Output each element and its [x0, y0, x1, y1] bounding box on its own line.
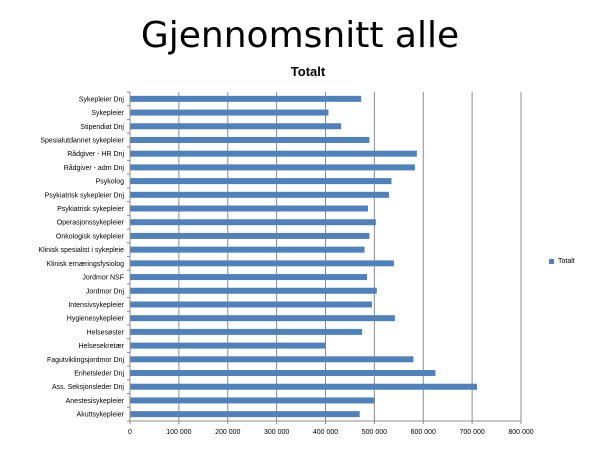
- bar: [130, 328, 363, 335]
- gridlines: [178, 92, 522, 421]
- bar: [130, 232, 370, 239]
- category-label: Psykolog: [96, 179, 125, 186]
- bar: [130, 109, 329, 116]
- x-tick-label: 100 000: [166, 429, 191, 436]
- category-label: Jordmor Dnj: [86, 288, 125, 295]
- bar: [130, 191, 390, 198]
- bar: [130, 95, 362, 102]
- x-tick-label: 500 000: [362, 429, 387, 436]
- bar: [130, 315, 395, 322]
- category-label: Ass. Seksjonsleder Dnj: [52, 384, 124, 391]
- category-label: Operasjonssykepleier: [57, 220, 125, 227]
- x-tick-label: 200 000: [215, 429, 240, 436]
- bar: [130, 370, 436, 377]
- bar: [130, 301, 372, 308]
- bar: [130, 274, 368, 281]
- category-label: Hygienesykepleier: [67, 316, 125, 323]
- bar: [130, 342, 326, 349]
- bar: [130, 287, 377, 294]
- chart-title: Totalt: [290, 64, 326, 79]
- legend-swatch: [549, 259, 554, 264]
- bar: [130, 178, 392, 185]
- category-label: Rådgiver - HR Dnj: [67, 150, 124, 158]
- category-label: Stipendiat Dnj: [80, 124, 124, 131]
- category-labels: Sykepleier Dnj Sykepleier Stipendiat Dnj Sp…: [38, 96, 124, 418]
- category-label: Helsesekretær: [78, 343, 124, 350]
- category-label: Sykepleier: [91, 110, 124, 117]
- x-tick-label: 800 000: [508, 429, 533, 436]
- category-label: Jordmor NSF: [82, 275, 124, 282]
- x-tick-label: 700 000: [459, 429, 484, 436]
- category-label: Rådgiver - adm Dnj: [64, 164, 125, 172]
- legend-label: Totalt: [558, 258, 575, 265]
- x-tick-labels: 0 100 000 200 000 300 000 400 000 500 000 600 …: [128, 429, 534, 436]
- bar: [130, 246, 365, 253]
- category-label: Psykiatrisk sykepleier: [57, 206, 125, 213]
- category-label: Psykiatrisk sykepleier Dnj: [45, 192, 125, 199]
- category-label: Spesialutdannet sykepleier: [40, 137, 124, 144]
- bar: [130, 136, 370, 143]
- legend: Totalt: [549, 258, 575, 265]
- x-tick-label: 0: [128, 429, 132, 436]
- bars: [130, 95, 478, 418]
- x-tick-label: 300 000: [264, 429, 289, 436]
- x-tick-label: 400 000: [313, 429, 338, 436]
- category-label: Enhetsleder Dnj: [74, 371, 124, 378]
- bar: [130, 397, 375, 404]
- category-label: Onkologisk sykepleier: [56, 233, 125, 240]
- bar: [130, 123, 342, 130]
- category-label: Akuttsykepleier: [77, 412, 125, 419]
- bar: [130, 164, 415, 171]
- slide-title: Gjennomsnitt alle: [140, 15, 460, 56]
- category-label: Klinisk spesialist i sykepleie: [38, 247, 124, 254]
- bar: [130, 150, 417, 157]
- x-tick-label: 600 000: [411, 429, 436, 436]
- category-label: Anestesisykepleier: [66, 398, 125, 405]
- bar: [130, 219, 376, 226]
- category-label: Helsesøster: [87, 329, 125, 336]
- category-label: Klinisk ernæringsfysiolog: [47, 261, 125, 268]
- category-label: Intensivsykepleier: [68, 302, 124, 309]
- bar: [130, 260, 394, 267]
- bar: [130, 383, 478, 390]
- category-label: Fagutviklingsjordmor Dnj: [47, 357, 124, 364]
- bar: [130, 205, 369, 212]
- bar: [130, 356, 414, 363]
- axes: [127, 91, 522, 424]
- category-label: Sykepleier Dnj: [79, 96, 125, 103]
- bar: [130, 411, 360, 418]
